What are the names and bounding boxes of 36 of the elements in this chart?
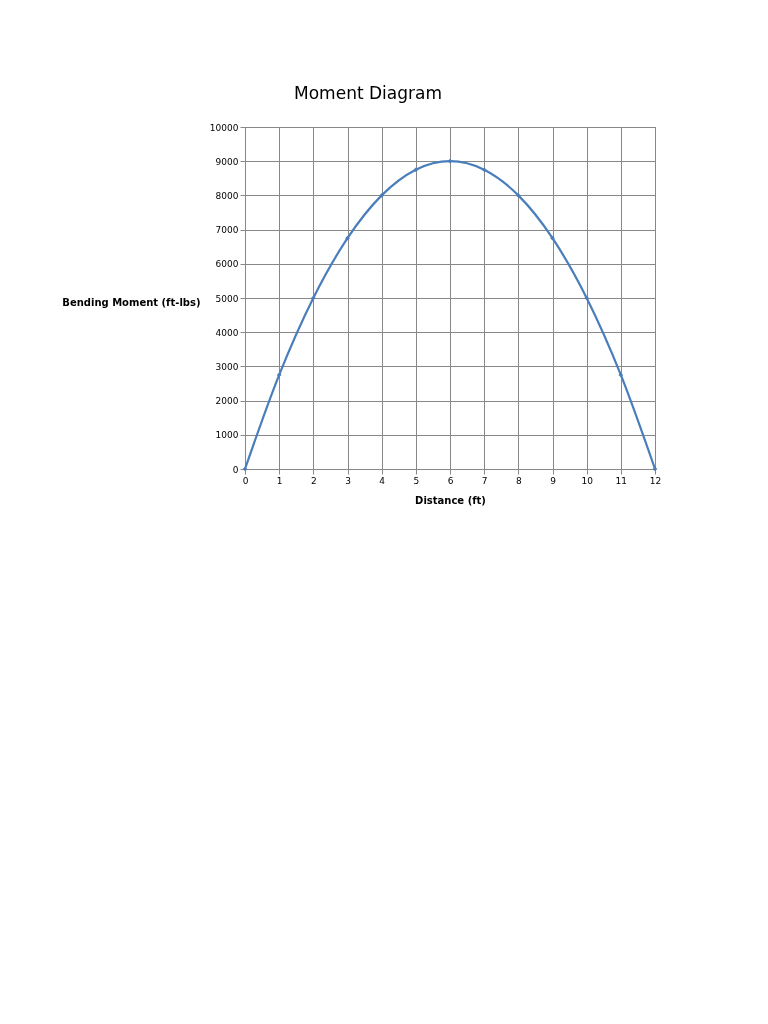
y-tick-label: 1000 <box>215 430 239 441</box>
x-axis-title: Distance (ft) <box>415 494 486 506</box>
y-tick-label: 8000 <box>215 190 239 201</box>
point <box>584 295 590 301</box>
x-tick-label: 9 <box>550 475 557 486</box>
point <box>276 372 282 378</box>
chart-title: Moment Diagram <box>294 83 442 103</box>
x-tick-label: 8 <box>515 475 522 486</box>
point <box>447 158 453 164</box>
x-tick-label: 7 <box>481 475 488 486</box>
y-tick-label: 5000 <box>215 293 239 304</box>
x-tick-label: 11 <box>615 475 628 486</box>
y-tick-label: 2000 <box>215 396 239 407</box>
y-axis-title: Bending Moment (ft-lbs) <box>62 296 201 308</box>
x-tick-label: 2 <box>310 475 317 486</box>
point <box>379 193 385 198</box>
x-tick-label: 1 <box>276 475 283 486</box>
x-tick-label: 0 <box>242 475 249 486</box>
y-tick-label: 4000 <box>215 327 239 338</box>
y-tick-label: 10000 <box>209 122 239 133</box>
x-tick-label: 3 <box>345 475 351 486</box>
y-tick-label: 3000 <box>215 361 239 372</box>
x-tick-label: 12 <box>649 475 662 486</box>
y-tick-label: 0 <box>232 464 239 475</box>
x-tick-label: 4 <box>379 475 386 486</box>
y-tick-label: 6000 <box>215 259 239 270</box>
point <box>413 167 419 173</box>
x-tick-label: 10 <box>581 475 594 486</box>
y-tick-label: 7000 <box>215 225 239 236</box>
point <box>618 372 624 378</box>
point <box>310 295 316 301</box>
x-tick-label: 5 <box>413 475 420 486</box>
point <box>515 193 521 198</box>
point <box>481 167 487 173</box>
x-tick-label: 6 <box>447 475 454 486</box>
y-tick-label: 9000 <box>215 156 239 167</box>
